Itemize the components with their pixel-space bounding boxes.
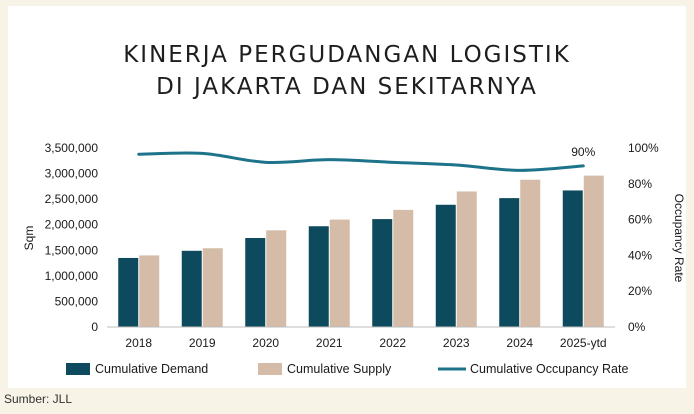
left-tick-label: 500,000	[55, 294, 99, 308]
x-axis-ticks: 2018 2019 2020 2021 2022 2023 2024 2025-ytd	[125, 336, 606, 350]
bar-supply-2025-ytd	[583, 175, 604, 327]
bar-demand-2021	[308, 226, 329, 327]
bar-supply-2022	[393, 209, 414, 327]
left-tick-label: 3,500,000	[45, 141, 99, 155]
x-tick-label-2023: 2023	[443, 336, 470, 350]
right-tick-label: 80%	[628, 177, 652, 191]
legend-swatch-supply	[258, 363, 282, 375]
bar-supply-2018	[139, 255, 160, 327]
right-tick-label: 20%	[628, 284, 652, 298]
right-tick-label: 40%	[628, 248, 652, 262]
y-axis-label-left: Sqm	[22, 226, 36, 251]
left-tick-label: 2,000,000	[45, 218, 99, 232]
legend-label-occupancy: Cumulative Occupancy Rate	[470, 362, 628, 376]
x-tick-label-2020: 2020	[252, 336, 279, 350]
bars-layer	[118, 175, 604, 327]
left-axis-ticks: 0 500,000 1,000,000 1,500,000 2,000,000 2,500…	[45, 141, 99, 334]
x-tick-label-2022: 2022	[379, 336, 406, 350]
right-tick-label: 0%	[628, 320, 646, 334]
bar-supply-2019	[202, 248, 223, 327]
left-tick-label: 1,500,000	[45, 243, 99, 257]
x-tick-label-2021: 2021	[316, 336, 343, 350]
left-tick-label: 1,000,000	[45, 269, 99, 283]
left-tick-label: 2,500,000	[45, 192, 99, 206]
x-tick-label-2018: 2018	[125, 336, 152, 350]
chart-title-line1: KINERJA PERGUDANGAN LOGISTIK	[123, 42, 571, 68]
left-tick-label: 0	[91, 320, 98, 334]
right-tick-label: 60%	[628, 213, 652, 227]
bar-supply-2021	[329, 219, 350, 327]
legend-label-demand: Cumulative Demand	[95, 362, 208, 376]
right-axis-ticks: 0% 20% 40% 60% 80% 100%	[628, 141, 659, 334]
y-axis-label-right: Occupancy Rate	[672, 194, 686, 283]
line-layer	[137, 151, 585, 172]
occupancy-annotation: 90%	[571, 145, 595, 159]
bar-supply-2020	[266, 230, 287, 327]
bar-supply-2023	[456, 191, 477, 327]
left-tick-label: 3,000,000	[45, 167, 99, 181]
legend-swatch-demand	[66, 363, 90, 375]
bar-demand-2025-ytd	[562, 190, 583, 327]
x-tick-label-2019: 2019	[189, 336, 216, 350]
right-tick-label: 100%	[628, 141, 659, 155]
occupancy-line	[137, 151, 585, 172]
bar-demand-2018	[118, 257, 139, 327]
bar-demand-2024	[499, 198, 520, 327]
bar-supply-2024	[520, 179, 541, 327]
bar-demand-2019	[181, 250, 202, 327]
legend: Cumulative Demand Cumulative Supply Cumu…	[66, 362, 628, 376]
bar-demand-2023	[435, 204, 456, 327]
x-tick-label-2024: 2024	[506, 336, 533, 350]
bar-demand-2020	[245, 238, 266, 327]
source-note: Sumber: JLL	[4, 392, 73, 406]
x-tick-label-2025-ytd: 2025-ytd	[560, 336, 607, 350]
legend-label-supply: Cumulative Supply	[287, 362, 392, 376]
bar-demand-2022	[372, 219, 393, 327]
chart-title-line2: DI JAKARTA DAN SEKITARNYA	[156, 74, 538, 100]
